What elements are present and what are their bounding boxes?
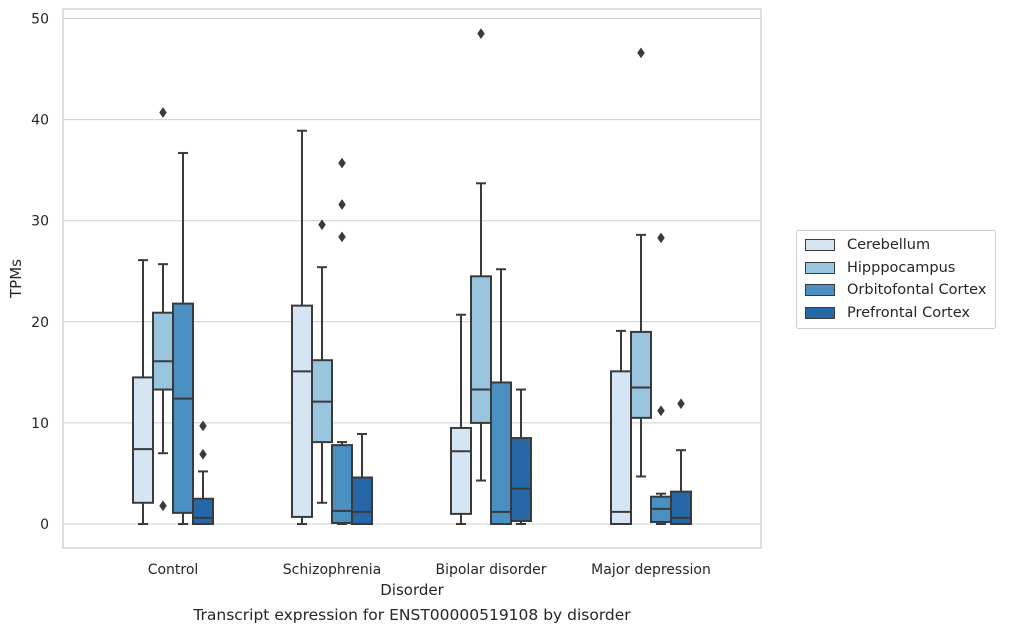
outlier-point [199,420,207,432]
outlier-point [477,28,485,40]
box-hipppocampus [311,219,333,504]
outlier-point [338,199,346,210]
outlier-point [657,232,665,244]
box-body [351,476,373,525]
legend-swatch [805,261,835,274]
box-cerebellum [291,129,313,525]
legend-swatch [805,306,835,319]
legend-item: Orbitofontal Cortex [797,279,995,302]
y-tick-label: 20 [31,315,49,331]
box-body [132,376,154,504]
x-tick-label: Schizophrenia [283,562,381,578]
outlier-point [159,107,167,118]
legend-label: Cerebellum [847,237,931,254]
figure-caption: Transcript expression for ENST0000051910… [193,606,631,624]
box-body [670,490,692,526]
plot-frame [62,8,762,549]
legend-item: Hipppocampus [797,257,995,280]
legend-item: Cerebellum [797,234,995,257]
box-groups [132,28,692,526]
legend: Cerebellum Hipppocampus Orbitofontal Corte… [796,230,996,329]
box-orbitofontal-cortex [331,157,353,525]
x-axis-label: Disorder [380,581,444,599]
box-body [152,311,174,391]
x-tick-label: Bipolar disorder [435,562,546,578]
box-prefrontal-cortex [510,388,532,525]
box-cerebellum [610,329,632,525]
box-body [510,437,532,522]
outlier-point [338,231,346,243]
box-orbitofontal-cortex [490,268,512,525]
box-orbitofontal-cortex [172,151,194,525]
box-body [172,302,194,514]
box-body [192,497,214,526]
outlier-point [637,47,645,59]
y-tick-label: 30 [31,214,49,230]
y-tick-label: 40 [31,113,49,129]
y-tick-label: 50 [31,12,49,28]
outlier-point [318,219,326,231]
box-body [630,330,652,419]
y-tick-label: 0 [40,517,49,533]
grid-lines [63,18,761,525]
outlier-point [677,398,685,410]
box-cerebellum [132,259,154,525]
x-tick-label: Major depression [591,562,711,578]
box-orbitofontal-cortex [650,232,672,525]
box-body [450,426,472,515]
y-tick-labels: 0 10 20 30 40 50 [31,12,49,534]
legend-label: Hipppocampus [847,259,956,276]
outlier-point [199,448,207,460]
legend-item: Prefrontal Cortex [797,302,995,325]
box-body [470,275,492,424]
box-prefrontal-cortex [670,398,692,526]
legend-label: Orbitofontal Cortex [847,282,987,299]
outlier-point [338,157,346,169]
box-hipppocampus [470,28,492,482]
box-cerebellum [450,313,472,525]
box-hipppocampus [630,47,652,478]
box-prefrontal-cortex [192,420,214,526]
legend-label: Prefrontal Cortex [847,304,970,321]
legend-swatch [805,239,835,252]
x-tick-label: Control [148,562,199,578]
y-tick-label: 10 [31,416,49,432]
box-body [610,370,632,525]
box-hipppocampus [152,107,174,512]
outlier-point [159,500,167,512]
box-body [490,381,512,525]
y-axis-label: TPMs [7,259,25,299]
box-body [291,304,313,518]
outlier-point [657,405,665,417]
legend-swatch [805,284,835,297]
x-tick-labels: Control Schizophrenia Bipolar disorder Majo… [148,562,711,578]
box-prefrontal-cortex [351,433,373,525]
